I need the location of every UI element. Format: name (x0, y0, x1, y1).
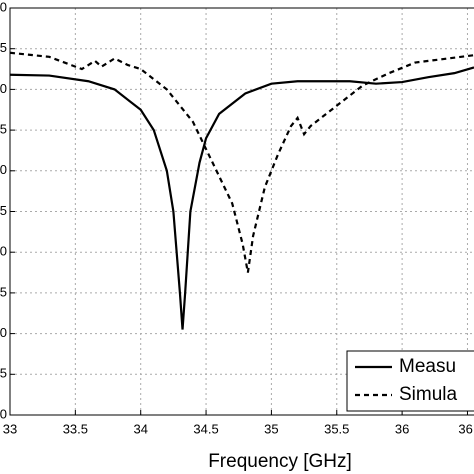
legend-box (346, 350, 474, 412)
x-tick-label: 34.5 (193, 421, 218, 436)
legend-label: Simula (399, 384, 458, 405)
x-tick-label: 36 (395, 421, 409, 436)
x-tick-label: 35.5 (324, 421, 349, 436)
y-tick-label: 0 (0, 0, 7, 14)
y-tick-label: 5 (0, 40, 7, 55)
y-tick-label: 0 (0, 325, 7, 340)
y-tick-label: 0 (0, 406, 7, 421)
series-line (9, 66, 474, 330)
y-tick-label: 0 (0, 244, 7, 259)
x-tick-label: 35 (264, 421, 278, 436)
y-tick-label: 5 (0, 366, 7, 381)
x-tick-label: 36. (458, 421, 474, 436)
plot-frame (9, 7, 474, 416)
x-axis-label: Frequency [GHz] (208, 451, 352, 472)
y-tick-label: 5 (0, 122, 7, 137)
legend-label: Measu (399, 356, 456, 377)
x-tick-label: 34 (133, 421, 147, 436)
y-tick-label: 0 (0, 162, 7, 177)
y-tick-label: 5 (0, 203, 7, 218)
y-tick-label: 0 (0, 81, 7, 96)
x-tick-label: 33 (3, 421, 17, 436)
series-line (9, 51, 474, 273)
x-tick-label: 33.5 (63, 421, 88, 436)
y-tick-label: 5 (0, 284, 7, 299)
